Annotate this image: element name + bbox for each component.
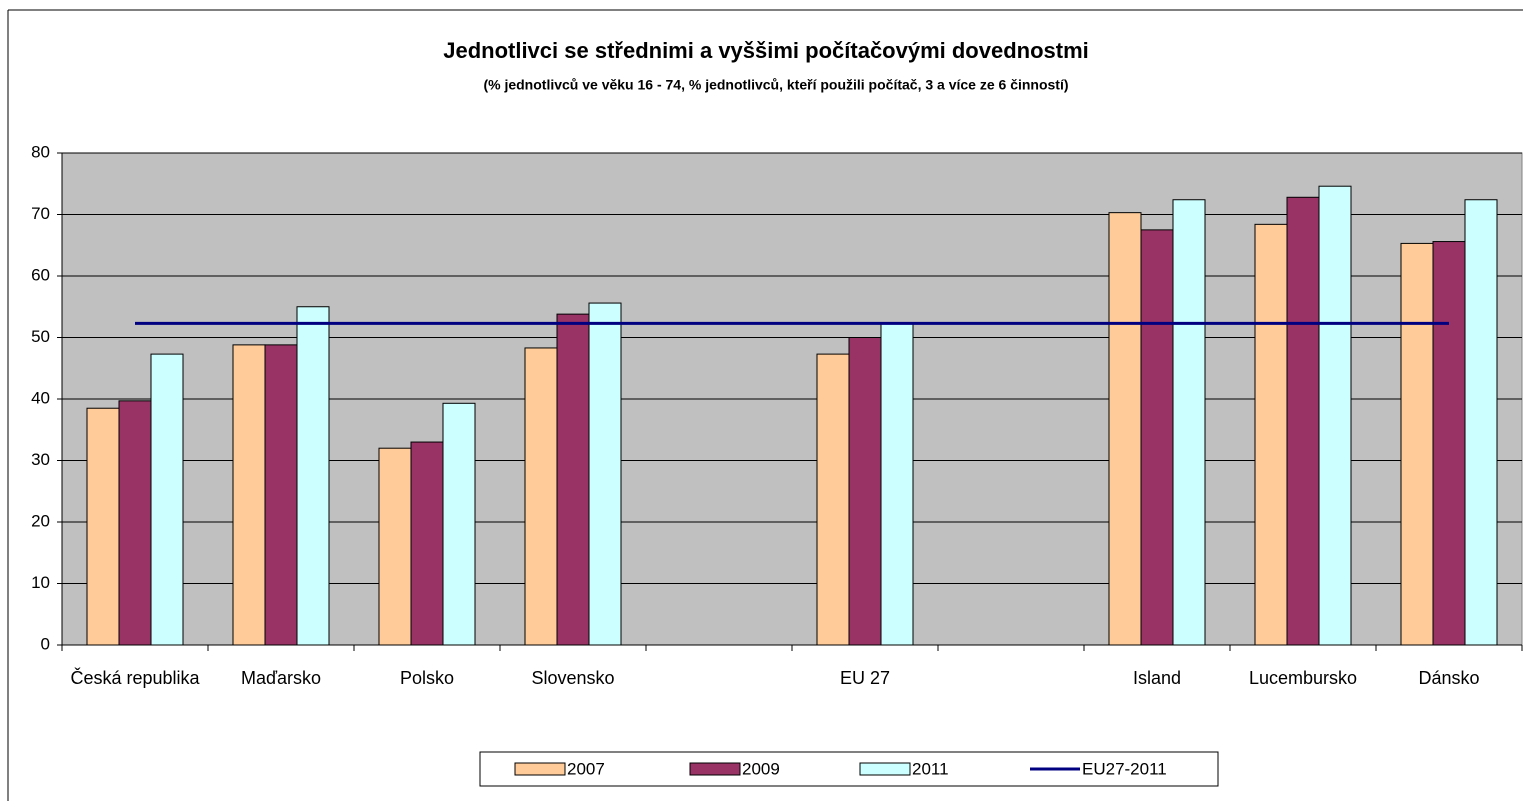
y-tick-label: 50 bbox=[31, 327, 50, 346]
x-tick-label: Island bbox=[1132, 668, 1182, 688]
legend bbox=[479, 751, 1219, 787]
legend-label: 2009 bbox=[742, 759, 780, 778]
bar bbox=[1286, 196, 1320, 646]
legend-swatch bbox=[859, 762, 911, 776]
bar bbox=[1108, 212, 1142, 646]
y-tick-label: 30 bbox=[31, 450, 50, 469]
bar bbox=[1172, 199, 1206, 646]
bar bbox=[410, 441, 444, 646]
y-tick-label: 40 bbox=[31, 388, 50, 407]
bar bbox=[848, 337, 882, 646]
bar bbox=[556, 313, 590, 646]
bar bbox=[1464, 199, 1498, 646]
bar bbox=[880, 322, 914, 646]
bar bbox=[1318, 185, 1352, 646]
x-tick-label: EU 27 bbox=[839, 668, 891, 688]
bar bbox=[118, 400, 152, 646]
y-tick-label: 70 bbox=[31, 204, 50, 223]
y-tick-label: 20 bbox=[31, 511, 50, 530]
bar bbox=[378, 447, 412, 646]
chart-title: Jednotlivci se střednimi a vyššimi počít… bbox=[443, 38, 1089, 63]
y-tick-label: 10 bbox=[31, 573, 50, 592]
x-tick-label: Dánsko bbox=[1418, 668, 1480, 688]
legend-label: 2007 bbox=[567, 759, 605, 778]
x-tick-label: Lucembursko bbox=[1248, 668, 1358, 688]
x-tick-label: Česká republika bbox=[70, 668, 200, 688]
bar bbox=[232, 344, 266, 646]
bar bbox=[1400, 242, 1434, 646]
bar bbox=[816, 353, 850, 646]
legend-swatch bbox=[689, 762, 741, 776]
legend-label: EU27-2011 bbox=[1082, 759, 1167, 778]
bar bbox=[1432, 241, 1466, 646]
bar bbox=[588, 302, 622, 646]
bar bbox=[296, 306, 330, 646]
y-tick-label: 0 bbox=[41, 634, 50, 653]
legend-label: 2011 bbox=[912, 759, 949, 778]
bar bbox=[150, 353, 184, 646]
x-tick-label: Maďarsko bbox=[240, 668, 322, 688]
bar bbox=[442, 402, 476, 646]
chart-subtitle: (% jednotlivců ve věku 16 - 74, % jednot… bbox=[483, 77, 1068, 93]
x-tick-label: Slovensko bbox=[531, 668, 615, 688]
bar bbox=[1140, 229, 1174, 646]
bar bbox=[264, 344, 298, 646]
y-tick-label: 60 bbox=[31, 265, 50, 284]
bar bbox=[86, 407, 120, 646]
x-tick-label: Polsko bbox=[399, 668, 455, 688]
bar bbox=[524, 347, 558, 646]
y-tick-label: 80 bbox=[31, 142, 50, 161]
legend-swatch bbox=[514, 762, 566, 776]
bar bbox=[1254, 223, 1288, 646]
